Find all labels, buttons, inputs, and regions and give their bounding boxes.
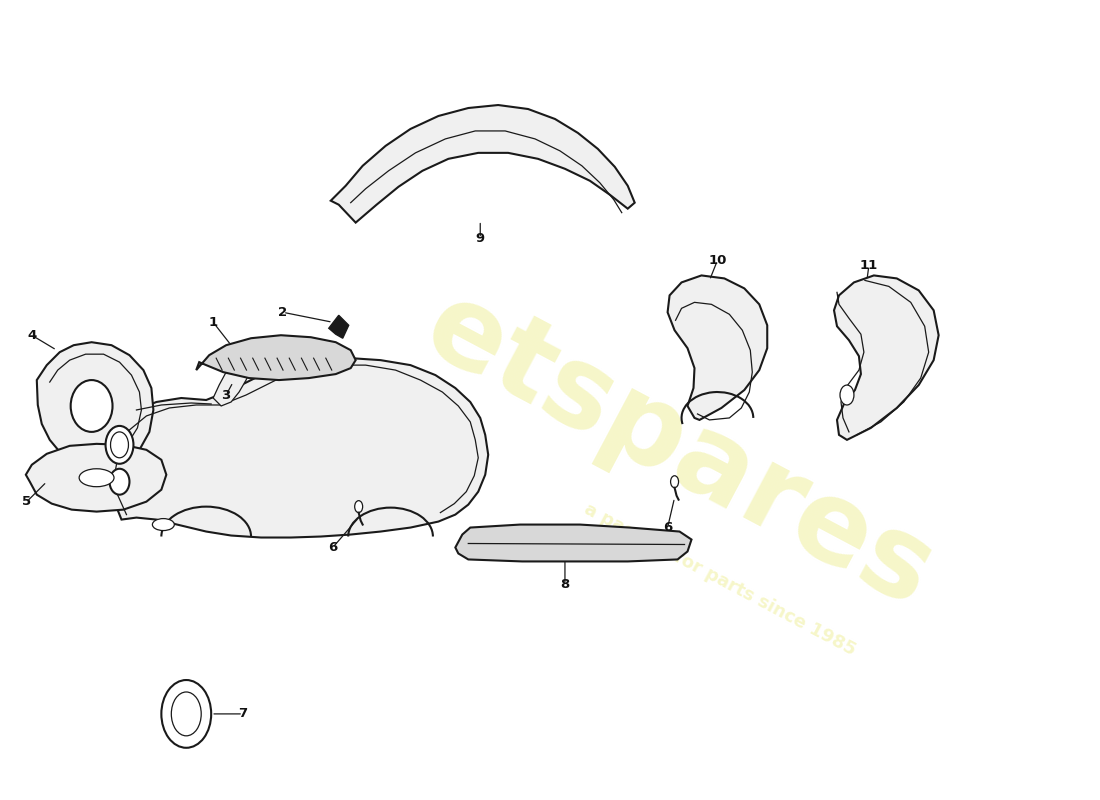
Text: 8: 8 [560, 578, 570, 591]
Ellipse shape [840, 385, 854, 405]
Text: 5: 5 [22, 495, 32, 508]
Text: 1: 1 [209, 316, 218, 329]
Ellipse shape [70, 380, 112, 432]
Polygon shape [329, 315, 349, 338]
Text: 10: 10 [708, 254, 727, 267]
Ellipse shape [79, 469, 114, 486]
Text: a passion for parts since 1985: a passion for parts since 1985 [581, 500, 858, 659]
Polygon shape [36, 342, 153, 468]
Polygon shape [331, 105, 635, 222]
Ellipse shape [671, 476, 679, 488]
Text: 3: 3 [221, 389, 231, 402]
Polygon shape [455, 525, 692, 562]
Ellipse shape [162, 680, 211, 748]
Ellipse shape [110, 432, 129, 458]
Text: 4: 4 [28, 329, 36, 342]
Ellipse shape [153, 518, 174, 530]
Ellipse shape [110, 469, 130, 494]
Ellipse shape [354, 501, 363, 513]
Text: 9: 9 [475, 232, 485, 245]
Polygon shape [213, 352, 253, 406]
Polygon shape [834, 275, 938, 440]
Polygon shape [110, 358, 488, 538]
Ellipse shape [172, 692, 201, 736]
Polygon shape [668, 275, 767, 420]
Text: etspares: etspares [407, 270, 953, 630]
Polygon shape [196, 335, 355, 380]
Text: 2: 2 [278, 306, 287, 319]
Ellipse shape [106, 426, 133, 464]
Polygon shape [25, 444, 166, 512]
Text: 6: 6 [328, 541, 338, 554]
Text: 11: 11 [860, 259, 878, 272]
Text: 6: 6 [663, 521, 672, 534]
Text: 7: 7 [239, 707, 248, 721]
